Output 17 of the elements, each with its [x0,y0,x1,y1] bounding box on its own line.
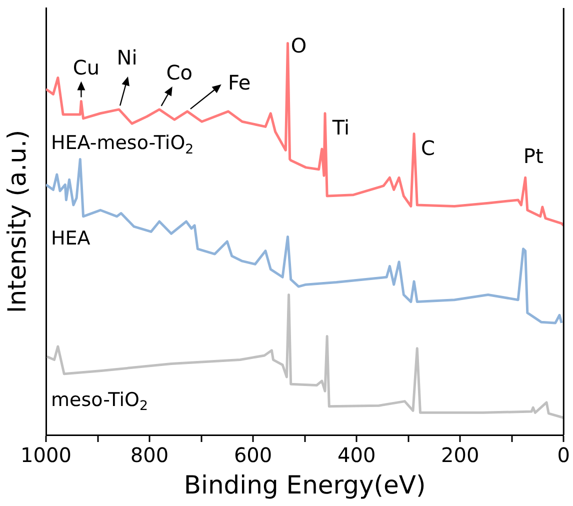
x-tick-label: 200 [441,443,480,468]
x-tick-label: 800 [130,443,169,468]
series-label: HEA [51,228,90,250]
y-axis-title: Intensity (a.u.) [2,130,32,314]
x-tick-label: 400 [337,443,376,468]
annotation: Pt [523,144,544,168]
x-axis-title: Binding Energy(eV) [184,470,426,500]
annotation: O [290,33,307,58]
x-tick-label: 600 [234,443,272,468]
annotation: Ti [331,116,350,140]
annotation: C [421,136,436,160]
annotation: Fe [228,70,251,95]
x-tick-label: 0 [557,443,570,468]
annotation: Co [166,60,192,85]
x-tick-label: 1000 [20,443,72,468]
annotation: Ni [116,46,138,70]
annotation: Cu [72,55,100,80]
